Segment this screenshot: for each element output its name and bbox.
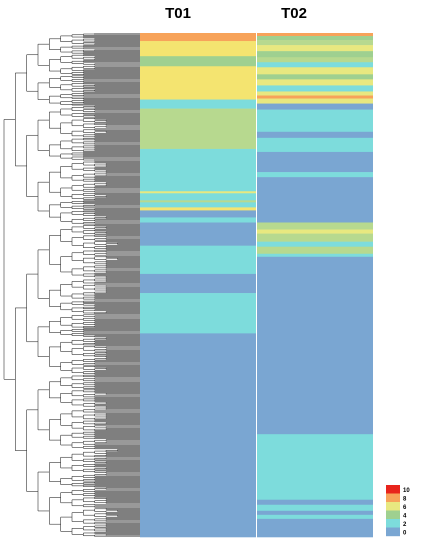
heatmap-cell-t02-10 (257, 85, 373, 92)
heatmap-cell-t01-1 (140, 41, 256, 57)
heatmap-cell-t02-23 (257, 233, 373, 242)
heatmap-cell-t01-4 (140, 99, 256, 109)
heatmap-cell-t02-22 (257, 229, 373, 234)
heatmap-cell-t02-32 (257, 514, 373, 520)
heatmap-cell-t01-7 (140, 191, 256, 194)
heatmap-cell-t02-27 (257, 256, 373, 435)
heatmap-cell-t01-15 (140, 245, 256, 275)
heatmap-cell-t02-33 (257, 518, 373, 538)
legend-tick-label-4: 2 (403, 522, 407, 528)
heatmap-cell-t01-9 (140, 200, 256, 203)
heatmap-cell-t02-17 (257, 137, 373, 153)
legend-swatch-2 (386, 502, 400, 511)
heatmap-cells (140, 33, 373, 538)
heatmap-cell-t02-1 (257, 36, 373, 41)
heatmap-cell-t02-24 (257, 241, 373, 247)
legend-swatch-1 (386, 493, 400, 503)
heatmap-cell-t02-26 (257, 253, 373, 258)
legend-tick-label-0: 10 (403, 488, 410, 494)
heatmap-cell-t02-7 (257, 67, 373, 75)
heatmap-cell-t02-9 (257, 79, 373, 86)
heatmap-cell-t01-10 (140, 202, 256, 208)
heatmap-cell-t01-12 (140, 210, 256, 218)
heatmap-cell-t01-5 (140, 108, 256, 150)
heatmap-cell-t01-2 (140, 56, 256, 67)
heatmap-cell-t02-16 (257, 131, 373, 139)
heatmap-cell-t02-29 (257, 499, 373, 506)
legend-swatch-5 (386, 527, 400, 537)
heatmap-cell-t02-19 (257, 172, 373, 178)
legend-swatch-3 (386, 510, 400, 520)
heatmap-cell-t01-13 (140, 217, 256, 223)
heatmap-cell-t02-8 (257, 74, 373, 80)
heatmap-cell-t02-20 (257, 177, 373, 223)
heatmap-cell-t01-17 (140, 293, 256, 334)
heatmap-cell-t02-30 (257, 504, 373, 512)
column-label-t02: T02 (281, 5, 307, 22)
legend-tick-label-5: 0 (403, 531, 407, 537)
heatmap-cell-t01-14 (140, 222, 256, 246)
legend-swatch-4 (386, 519, 400, 528)
legend-tick-label-1: 8 (403, 497, 407, 503)
row-dendrogram (3, 33, 140, 537)
heatmap-cell-t02-6 (257, 62, 373, 68)
heatmap-cell-t02-2 (257, 40, 373, 46)
heatmap-cell-t01-0 (140, 33, 256, 42)
heatmap-cell-t02-28 (257, 434, 373, 500)
heatmap-cell-t01-16 (140, 273, 256, 294)
column-label-t01: T01 (165, 5, 191, 22)
heatmap-cell-t02-13 (257, 98, 373, 104)
heatmap-cell-t02-11 (257, 91, 373, 96)
heatmap-cell-t02-14 (257, 103, 373, 110)
heatmap-cell-t01-6 (140, 148, 256, 192)
heatmap-cell-t02-0 (257, 33, 373, 37)
heatmap-cell-t02-5 (257, 57, 373, 63)
heatmap-cell-t02-12 (257, 95, 373, 99)
color-legend: 10 8 6 4 2 0 (386, 485, 410, 537)
heatmap-cell-t02-25 (257, 246, 373, 255)
heatmap-cell-t02-15 (257, 109, 373, 133)
legend-tick-label-2: 6 (403, 505, 407, 511)
heatmap-cell-t01-11 (140, 207, 256, 211)
heatmap-cell-t01-8 (140, 193, 256, 201)
legend-swatch-0 (386, 485, 400, 494)
heatmap-cell-t02-31 (257, 510, 373, 516)
legend-tick-label-3: 4 (403, 514, 407, 520)
heatmap-cell-t02-18 (257, 151, 373, 173)
heatmap-cell-t02-21 (257, 222, 373, 230)
heatmap-cell-t02-3 (257, 45, 373, 52)
heatmap-cell-t01-18 (140, 333, 256, 538)
heatmap-cell-t02-4 (257, 51, 373, 58)
heatmap-cell-t01-3 (140, 66, 256, 100)
